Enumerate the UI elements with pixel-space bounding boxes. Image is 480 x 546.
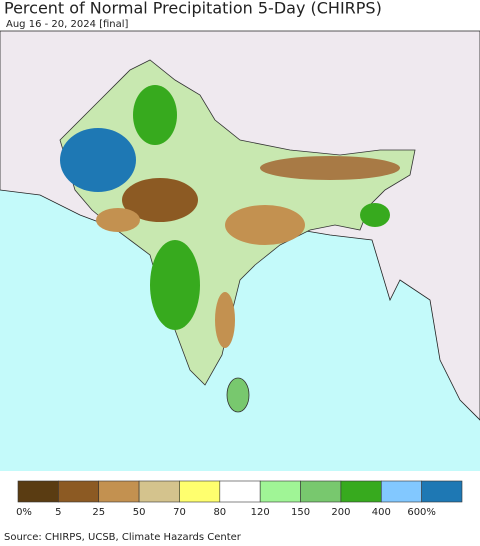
legend-swatch: [259, 480, 301, 503]
legend-label: 200: [331, 507, 350, 518]
legend-label: 5: [55, 507, 61, 518]
legend-label: 25: [92, 507, 105, 518]
legend-swatch: [219, 480, 261, 503]
dry-area: [225, 205, 305, 245]
map: [0, 30, 480, 471]
legend-swatch: [138, 480, 180, 503]
wet-area: [60, 128, 136, 192]
legend-label: 400: [372, 507, 391, 518]
legend-label: 70: [173, 507, 186, 518]
subtitle: Aug 16 - 20, 2024 [final]: [6, 19, 129, 30]
legend-label: 120: [251, 507, 270, 518]
legend-swatch: [98, 480, 140, 503]
legend-swatch: [340, 480, 382, 503]
legend-swatch: [300, 480, 342, 503]
legend: 0% 5 25 50 70 80 120 150 200 400 600%: [16, 480, 463, 518]
dry-area: [260, 156, 400, 180]
legend-swatch: [179, 480, 221, 503]
title: Percent of Normal Precipitation 5-Day (C…: [4, 0, 382, 18]
legend-label: 80: [213, 507, 226, 518]
dry-area: [122, 178, 198, 222]
wet-area: [150, 240, 200, 330]
island: [226, 377, 250, 413]
legend-swatch: [421, 480, 463, 503]
dry-area: [215, 292, 235, 348]
wet-area: [360, 203, 390, 227]
dry-area: [96, 208, 140, 232]
source: Source: CHIRPS, UCSB, Climate Hazards Ce…: [4, 532, 242, 543]
legend-label: 150: [291, 507, 310, 518]
legend-label: 600%: [407, 507, 436, 518]
legend-label: 0%: [16, 507, 32, 518]
legend-swatch: [380, 480, 422, 503]
wet-area: [133, 85, 177, 145]
legend-label: 50: [133, 507, 146, 518]
legend-swatch: [17, 480, 59, 503]
legend-swatch: [58, 480, 100, 503]
